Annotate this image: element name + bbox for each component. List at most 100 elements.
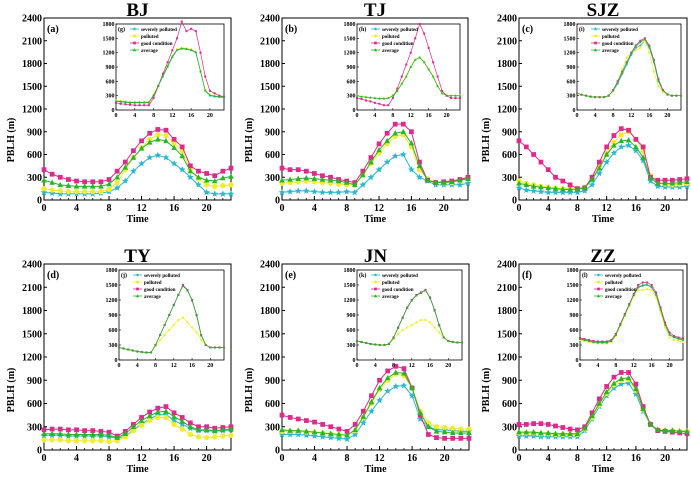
main-point-good_condition-0: [516, 422, 522, 427]
inset-point-average-22: [218, 95, 221, 98]
main-point-average-13: [146, 412, 153, 419]
inset-point-good_condition-23: [458, 97, 462, 100]
main-point-severely_polluted-16: [632, 147, 640, 154]
inset-point-polluted-16: [190, 326, 194, 329]
inset-point-average-12: [409, 65, 412, 68]
main-point-polluted-17: [179, 426, 185, 432]
main-point-average-21: [669, 180, 676, 186]
main-point-good_condition-22: [220, 168, 226, 174]
main-point-polluted-20: [203, 434, 210, 441]
inset-sjz: 0 300 600 900 1200 1500 1800 0 4 8 12 16 20 (i) severe…: [564, 22, 683, 119]
y-tick-label: 1500: [497, 82, 517, 93]
inset-point-polluted-9: [396, 332, 400, 336]
inset-x-tick-label: 12: [169, 113, 175, 119]
main-point-severely_polluted-16: [408, 166, 415, 173]
main-point-average-11: [130, 154, 137, 160]
main-line-polluted: [281, 134, 469, 186]
main-point-severely_polluted-7: [566, 188, 574, 196]
legend-label-severely_polluted: severely polluted: [141, 28, 177, 33]
legend-marker-polluted: [593, 34, 598, 38]
inset-jn: 0 300 600 900 1200 1500 1800 0 4 8 12 16 20 (k) severe…: [344, 268, 464, 369]
inset-point-average-9: [616, 80, 619, 84]
inset-y-tick-label: 1500: [564, 36, 576, 42]
main-point-severely_polluted-9: [351, 431, 359, 438]
main-point-good_condition-1: [523, 144, 529, 150]
main-point-good_condition-23: [684, 431, 690, 437]
main-point-average-19: [433, 428, 440, 434]
legend-marker-good_condition: [133, 41, 136, 45]
legend-label-good_condition: good condition: [602, 42, 634, 47]
main-point-good_condition-12: [376, 141, 382, 147]
main-point-good_condition-15: [163, 404, 169, 409]
main-point-average-5: [81, 183, 88, 189]
inset-point-average-13: [177, 293, 180, 296]
panel-label: (d): [47, 270, 59, 281]
inset-point-average-8: [392, 336, 395, 339]
inset-y-tick-label: 1500: [106, 283, 118, 289]
main-point-average-9: [581, 184, 588, 191]
inset-y-tick-label: 300: [347, 343, 356, 349]
main-point-average-2: [295, 175, 301, 182]
x-axis-label: Time: [364, 214, 387, 225]
main-point-severely_polluted-13: [610, 384, 618, 391]
inset-point-polluted-15: [646, 287, 649, 291]
inset-point-average-6: [142, 101, 146, 104]
x-tick-label: 16: [169, 203, 179, 214]
main-point-good_condition-11: [368, 155, 374, 160]
inset-label: (j): [121, 272, 127, 279]
main-point-average-3: [303, 174, 310, 181]
main-point-severely_polluted-8: [574, 188, 581, 196]
main-point-average-8: [344, 432, 350, 438]
legend-marker-good_condition: [136, 287, 139, 291]
main-point-good_condition-3: [303, 168, 309, 174]
inset-point-polluted-22: [677, 339, 680, 343]
main-point-good_condition-12: [139, 415, 144, 420]
main-point-good_condition-7: [567, 182, 573, 188]
y-tick-label: 1500: [260, 82, 280, 93]
inset-point-average-12: [632, 293, 635, 296]
x-tick-label: 4: [312, 453, 317, 464]
main-point-average-3: [303, 428, 310, 434]
inset-x-tick-label: 4: [373, 113, 376, 119]
inset-x-tick-label: 12: [408, 113, 414, 119]
main-point-average-16: [633, 385, 639, 392]
main-point-severely_polluted-1: [522, 186, 530, 193]
main-point-average-13: [146, 139, 153, 145]
main-point-average-18: [425, 423, 432, 429]
legend-label-severely_polluted: severely polluted: [382, 28, 418, 33]
inset-point-good_condition-3: [129, 103, 132, 106]
main-point-severely_polluted-0: [278, 188, 286, 196]
main-point-average-15: [163, 137, 169, 144]
x-tick-label: 20: [660, 453, 670, 464]
inset-point-good_condition-0: [355, 97, 359, 100]
inset-tj: 0 300 600 900 1200 1500 1800 0 4 8 12 16 20 (h) severe…: [344, 22, 462, 119]
inset-point-average-3: [131, 349, 134, 352]
main-point-average-19: [432, 179, 439, 185]
inset-point-average-18: [199, 334, 203, 337]
inset-point-average-16: [648, 45, 651, 48]
main-point-average-6: [560, 186, 566, 192]
inset-point-good_condition-1: [119, 102, 122, 105]
inset-point-average-6: [602, 95, 606, 99]
inset-point-good_condition-15: [185, 30, 188, 33]
main-point-average-20: [662, 427, 668, 433]
main-point-average-6: [327, 177, 334, 183]
inset-point-good_condition-8: [391, 97, 394, 100]
inset-point-polluted-21: [672, 338, 676, 342]
main-point-good_condition-23: [228, 165, 234, 171]
main-point-polluted-8: [106, 438, 112, 445]
y-tick-label: 600: [27, 150, 42, 161]
x-tick-label: 16: [406, 203, 416, 214]
inset-y-tick-label: 1500: [344, 36, 356, 42]
main-point-good_condition-6: [90, 179, 96, 185]
inset-point-average-0: [355, 339, 359, 342]
inset-point-average-20: [666, 93, 669, 96]
inset-point-average-20: [208, 93, 212, 97]
main-point-average-11: [596, 400, 603, 406]
inset-y-tick-label: 1800: [106, 268, 118, 274]
main-point-severely_polluted-7: [335, 434, 343, 442]
panel-title: TJ: [364, 0, 386, 21]
inset-point-good_condition-21: [213, 92, 216, 95]
inset-x-tick-label: 4: [133, 113, 136, 119]
inset-point-average-7: [387, 342, 391, 345]
